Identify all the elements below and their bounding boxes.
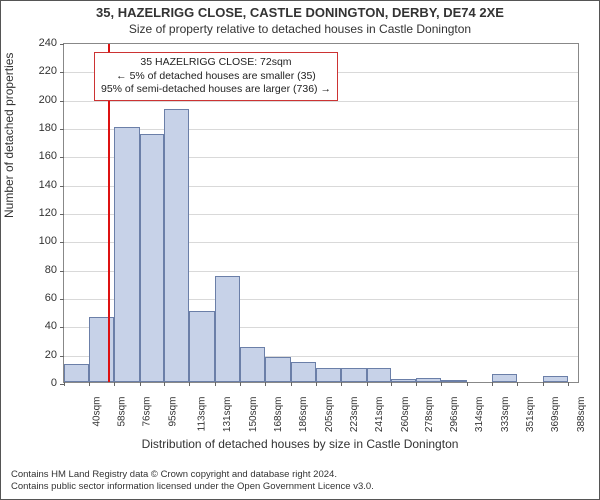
footer-line-2: Contains public sector information licen… <box>11 481 374 493</box>
y-tick-mark <box>60 186 64 187</box>
footer-line-1: Contains HM Land Registry data © Crown c… <box>11 469 374 481</box>
x-tick-mark <box>543 382 544 386</box>
x-tick-label: 333sqm <box>500 397 511 433</box>
x-tick-mark <box>291 382 292 386</box>
x-tick-label: 296sqm <box>449 397 460 433</box>
y-tick-label: 60 <box>27 292 57 304</box>
y-tick-label: 20 <box>27 349 57 361</box>
x-tick-label: 369sqm <box>550 397 561 433</box>
x-tick-mark <box>240 382 241 386</box>
x-tick-label: 95sqm <box>167 397 178 427</box>
histogram-bar <box>543 376 568 382</box>
x-tick-label: 241sqm <box>374 397 385 433</box>
x-tick-label: 58sqm <box>116 397 127 427</box>
x-tick-mark <box>341 382 342 386</box>
histogram-bar <box>215 276 240 382</box>
histogram-bar <box>341 368 367 382</box>
histogram-bar <box>189 311 215 382</box>
histogram-bar <box>291 362 316 382</box>
x-tick-mark <box>416 382 417 386</box>
x-tick-mark <box>215 382 216 386</box>
y-tick-label: 40 <box>27 320 57 332</box>
plot-area: 35 HAZELRIGG CLOSE: 72sqm ← 5% of detach… <box>63 43 579 383</box>
x-tick-mark <box>492 382 493 386</box>
x-tick-label: 260sqm <box>400 397 411 433</box>
x-tick-mark <box>517 382 518 386</box>
histogram-bar <box>441 380 467 382</box>
x-tick-label: 40sqm <box>92 397 103 427</box>
y-tick-mark <box>60 44 64 45</box>
chart-subtitle: Size of property relative to detached ho… <box>1 20 599 40</box>
y-tick-mark <box>60 242 64 243</box>
footer: Contains HM Land Registry data © Crown c… <box>11 469 374 493</box>
x-tick-label: 314sqm <box>474 397 485 433</box>
y-tick-label: 120 <box>27 207 57 219</box>
histogram-bar <box>240 347 265 382</box>
histogram-bar <box>367 368 392 382</box>
histogram-bar <box>416 378 441 382</box>
x-tick-mark <box>265 382 266 386</box>
x-tick-mark <box>568 382 569 386</box>
y-axis-title-text: Number of detached properties <box>2 53 16 218</box>
y-tick-mark <box>60 327 64 328</box>
y-tick-mark <box>60 129 64 130</box>
histogram-bar <box>316 368 341 382</box>
y-axis-title: Number of detached properties <box>2 53 16 218</box>
x-tick-mark <box>467 382 468 386</box>
x-tick-mark <box>140 382 141 386</box>
annotation-line-2: ← 5% of detached houses are smaller (35) <box>101 70 331 84</box>
y-tick-label: 140 <box>27 179 57 191</box>
x-axis-title: Distribution of detached houses by size … <box>1 437 599 451</box>
x-tick-label: 223sqm <box>349 397 360 433</box>
x-tick-label: 168sqm <box>273 397 284 433</box>
y-tick-mark <box>60 101 64 102</box>
histogram-bar <box>391 379 416 382</box>
x-tick-label: 186sqm <box>298 397 309 433</box>
x-tick-label: 150sqm <box>248 397 259 433</box>
histogram-bar <box>64 364 89 382</box>
gridline <box>64 129 578 130</box>
y-tick-label: 0 <box>27 377 57 389</box>
y-tick-label: 80 <box>27 264 57 276</box>
x-tick-mark <box>89 382 90 386</box>
x-tick-label: 113sqm <box>197 397 208 432</box>
x-tick-mark <box>164 382 165 386</box>
y-tick-label: 100 <box>27 235 57 247</box>
y-tick-mark <box>60 214 64 215</box>
x-tick-mark <box>114 382 115 386</box>
y-tick-mark <box>60 271 64 272</box>
y-tick-mark <box>60 157 64 158</box>
x-tick-label: 278sqm <box>425 397 436 433</box>
y-tick-label: 200 <box>27 94 57 106</box>
histogram-bar <box>492 374 517 383</box>
annotation-line-1: 35 HAZELRIGG CLOSE: 72sqm <box>101 56 331 70</box>
histogram-bar <box>164 109 189 382</box>
x-tick-mark <box>64 382 65 386</box>
x-tick-mark <box>391 382 392 386</box>
histogram-bar <box>140 134 165 382</box>
x-tick-mark <box>316 382 317 386</box>
y-tick-label: 180 <box>27 122 57 134</box>
histogram-bar <box>114 127 140 382</box>
x-tick-mark <box>367 382 368 386</box>
x-tick-mark <box>189 382 190 386</box>
y-tick-label: 220 <box>27 65 57 77</box>
annotation-line-3: 95% of semi-detached houses are larger (… <box>101 83 331 97</box>
x-tick-label: 388sqm <box>576 397 587 433</box>
y-tick-mark <box>60 299 64 300</box>
x-tick-label: 351sqm <box>525 397 536 433</box>
y-tick-mark <box>60 356 64 357</box>
annotation-box: 35 HAZELRIGG CLOSE: 72sqm ← 5% of detach… <box>94 52 338 101</box>
y-tick-label: 240 <box>27 37 57 49</box>
y-tick-mark <box>60 72 64 73</box>
histogram-bar <box>265 357 291 383</box>
chart-container: 35, HAZELRIGG CLOSE, CASTLE DONINGTON, D… <box>0 0 600 500</box>
x-tick-label: 76sqm <box>141 397 152 427</box>
x-tick-label: 131sqm <box>222 397 233 433</box>
y-tick-label: 160 <box>27 150 57 162</box>
x-tick-label: 205sqm <box>324 397 335 433</box>
chart-title: 35, HAZELRIGG CLOSE, CASTLE DONINGTON, D… <box>1 1 599 20</box>
x-tick-mark <box>441 382 442 386</box>
